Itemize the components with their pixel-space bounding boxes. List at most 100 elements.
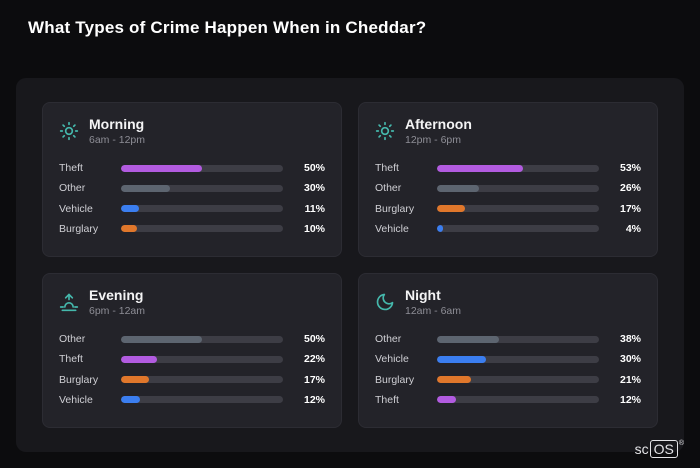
bar-label: Other	[375, 182, 402, 195]
bar-fill	[121, 376, 149, 384]
morning-card: Morning 6am - 12pm Theft 50% Other 30% V…	[42, 102, 342, 257]
bar-label: Theft	[59, 162, 83, 175]
bar-track	[121, 376, 283, 384]
bar-fill	[121, 225, 138, 233]
bar-track	[121, 205, 283, 213]
sun-icon	[59, 121, 79, 141]
bar-track	[121, 184, 283, 192]
bar-track	[437, 205, 599, 213]
card-title: Afternoon	[405, 116, 472, 132]
bar-value: 50%	[303, 162, 325, 175]
card-subtitle: 12pm - 6pm	[405, 134, 462, 146]
scos-logo-boxed: OS	[649, 440, 678, 458]
bar-label: Burglary	[59, 373, 99, 386]
bar-row: Vehicle 30%	[375, 353, 641, 365]
bar-row: Other 26%	[375, 182, 641, 194]
bar-value: 17%	[303, 373, 325, 386]
card-subtitle: 6pm - 12am	[89, 305, 146, 317]
bar-value: 11%	[304, 202, 325, 215]
bar-value: 50%	[303, 333, 325, 346]
bar-fill	[437, 164, 523, 172]
bar-label: Burglary	[375, 373, 415, 386]
bar-track	[121, 396, 283, 404]
evening-card-header: Evening 6pm - 12am	[59, 287, 325, 317]
card-title: Morning	[89, 116, 145, 132]
bar-track	[437, 164, 599, 172]
bar-row: Theft 53%	[375, 162, 641, 174]
bar-row: Burglary 10%	[59, 223, 325, 235]
sun-icon	[375, 121, 395, 141]
bar-track	[437, 184, 599, 192]
sunrise-icon	[59, 292, 79, 312]
bar-row: Burglary 17%	[59, 374, 325, 386]
card-subtitle: 6am - 12pm	[89, 134, 146, 146]
crime-dashboard-panel: Morning 6am - 12pm Theft 50% Other 30% V…	[16, 78, 684, 452]
evening-card: Evening 6pm - 12am Other 50% Theft 22% B…	[42, 273, 342, 428]
bar-row: Theft 12%	[375, 394, 641, 406]
bar-value: 26%	[619, 182, 641, 195]
afternoon-card-header: Afternoon 12pm - 6pm	[375, 116, 641, 146]
bar-value: 4%	[625, 222, 641, 235]
bar-label: Theft	[375, 162, 399, 175]
bar-fill	[437, 396, 457, 404]
bar-label: Vehicle	[375, 222, 409, 235]
bar-label: Burglary	[375, 202, 415, 215]
bar-track	[121, 335, 283, 343]
bar-row: Burglary 17%	[375, 203, 641, 215]
scos-logo: sc OS ®	[635, 440, 684, 458]
bar-track	[437, 396, 599, 404]
bar-fill	[121, 396, 141, 404]
bar-value: 10%	[303, 222, 325, 235]
bar-label: Theft	[375, 393, 399, 406]
bar-value: 30%	[303, 182, 325, 195]
bar-track	[121, 225, 283, 233]
bar-value: 30%	[619, 353, 641, 366]
morning-card-header: Morning 6am - 12pm	[59, 116, 325, 146]
bar-value: 12%	[303, 393, 325, 406]
bar-fill	[121, 355, 157, 363]
bar-label: Vehicle	[375, 353, 409, 366]
bar-label: Vehicle	[59, 393, 93, 406]
bar-fill	[121, 184, 170, 192]
bar-label: Other	[375, 333, 402, 346]
bar-rows: Other 38% Vehicle 30% Burglary 21% Theft…	[375, 325, 641, 414]
bar-value: 53%	[619, 162, 641, 175]
bar-track	[437, 335, 599, 343]
page-title: What Types of Crime Happen When in Chedd…	[28, 18, 427, 37]
bar-value: 12%	[619, 393, 641, 406]
bar-row: Other 38%	[375, 333, 641, 345]
card-title: Night	[405, 287, 441, 303]
bar-fill	[437, 225, 444, 233]
bar-track	[437, 355, 599, 363]
bar-label: Vehicle	[59, 202, 93, 215]
bar-track	[121, 355, 283, 363]
bar-label: Theft	[59, 353, 83, 366]
bar-track	[437, 225, 599, 233]
bar-fill	[437, 355, 486, 363]
bar-track	[121, 164, 283, 172]
bar-rows: Other 50% Theft 22% Burglary 17% Vehicle…	[59, 325, 325, 414]
card-title: Evening	[89, 287, 144, 303]
bar-fill	[121, 205, 139, 213]
bar-row: Theft 50%	[59, 162, 325, 174]
bar-fill	[437, 184, 480, 192]
bar-label: Other	[59, 182, 86, 195]
bar-fill	[437, 335, 499, 343]
scos-logo-prefix: sc	[634, 441, 649, 457]
afternoon-card: Afternoon 12pm - 6pm Theft 53% Other 26%…	[358, 102, 658, 257]
bar-row: Vehicle 12%	[59, 394, 325, 406]
bar-row: Other 30%	[59, 182, 325, 194]
bar-row: Vehicle 11%	[59, 203, 325, 215]
bar-label: Other	[59, 333, 86, 346]
bar-fill	[437, 376, 472, 384]
bar-value: 22%	[303, 353, 325, 366]
bar-row: Vehicle 4%	[375, 223, 641, 235]
night-card: Night 12am - 6am Other 38% Vehicle 30% B…	[358, 273, 658, 428]
registered-mark: ®	[678, 440, 684, 447]
bar-row: Burglary 21%	[375, 374, 641, 386]
moon-icon	[375, 292, 395, 312]
bar-rows: Theft 53% Other 26% Burglary 17% Vehicle…	[375, 154, 641, 243]
bar-value: 17%	[619, 202, 641, 215]
bar-value: 38%	[619, 333, 641, 346]
bar-label: Burglary	[59, 222, 99, 235]
